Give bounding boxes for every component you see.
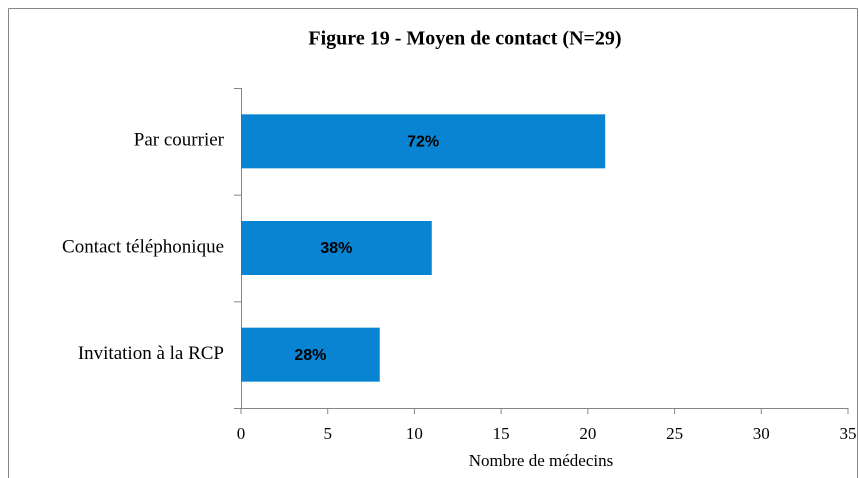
y-tick-label: Contact téléphonique xyxy=(62,236,224,257)
data-label: 38% xyxy=(320,240,352,257)
bar xyxy=(241,114,606,169)
data-label: 72% xyxy=(407,134,439,151)
y-tick-label: Invitation à la RCP xyxy=(78,343,224,364)
x-tick-label: 5 xyxy=(323,424,332,443)
chart-title: Figure 19 - Moyen de contact (N=29) xyxy=(308,28,621,50)
x-tick-label: 0 xyxy=(237,424,246,443)
x-tick-label: 20 xyxy=(579,424,596,443)
data-label: 28% xyxy=(294,347,326,364)
x-tick-label: 35 xyxy=(840,424,857,443)
x-tick-label: 25 xyxy=(666,424,683,443)
y-tick-label: Par courrier xyxy=(134,130,225,151)
x-tick-label: 15 xyxy=(493,424,510,443)
bar xyxy=(241,221,432,275)
x-tick-label: 10 xyxy=(406,424,423,443)
bar xyxy=(241,327,380,382)
x-axis-title: Nombre de médecins xyxy=(469,451,613,470)
x-tick-label: 30 xyxy=(753,424,770,443)
